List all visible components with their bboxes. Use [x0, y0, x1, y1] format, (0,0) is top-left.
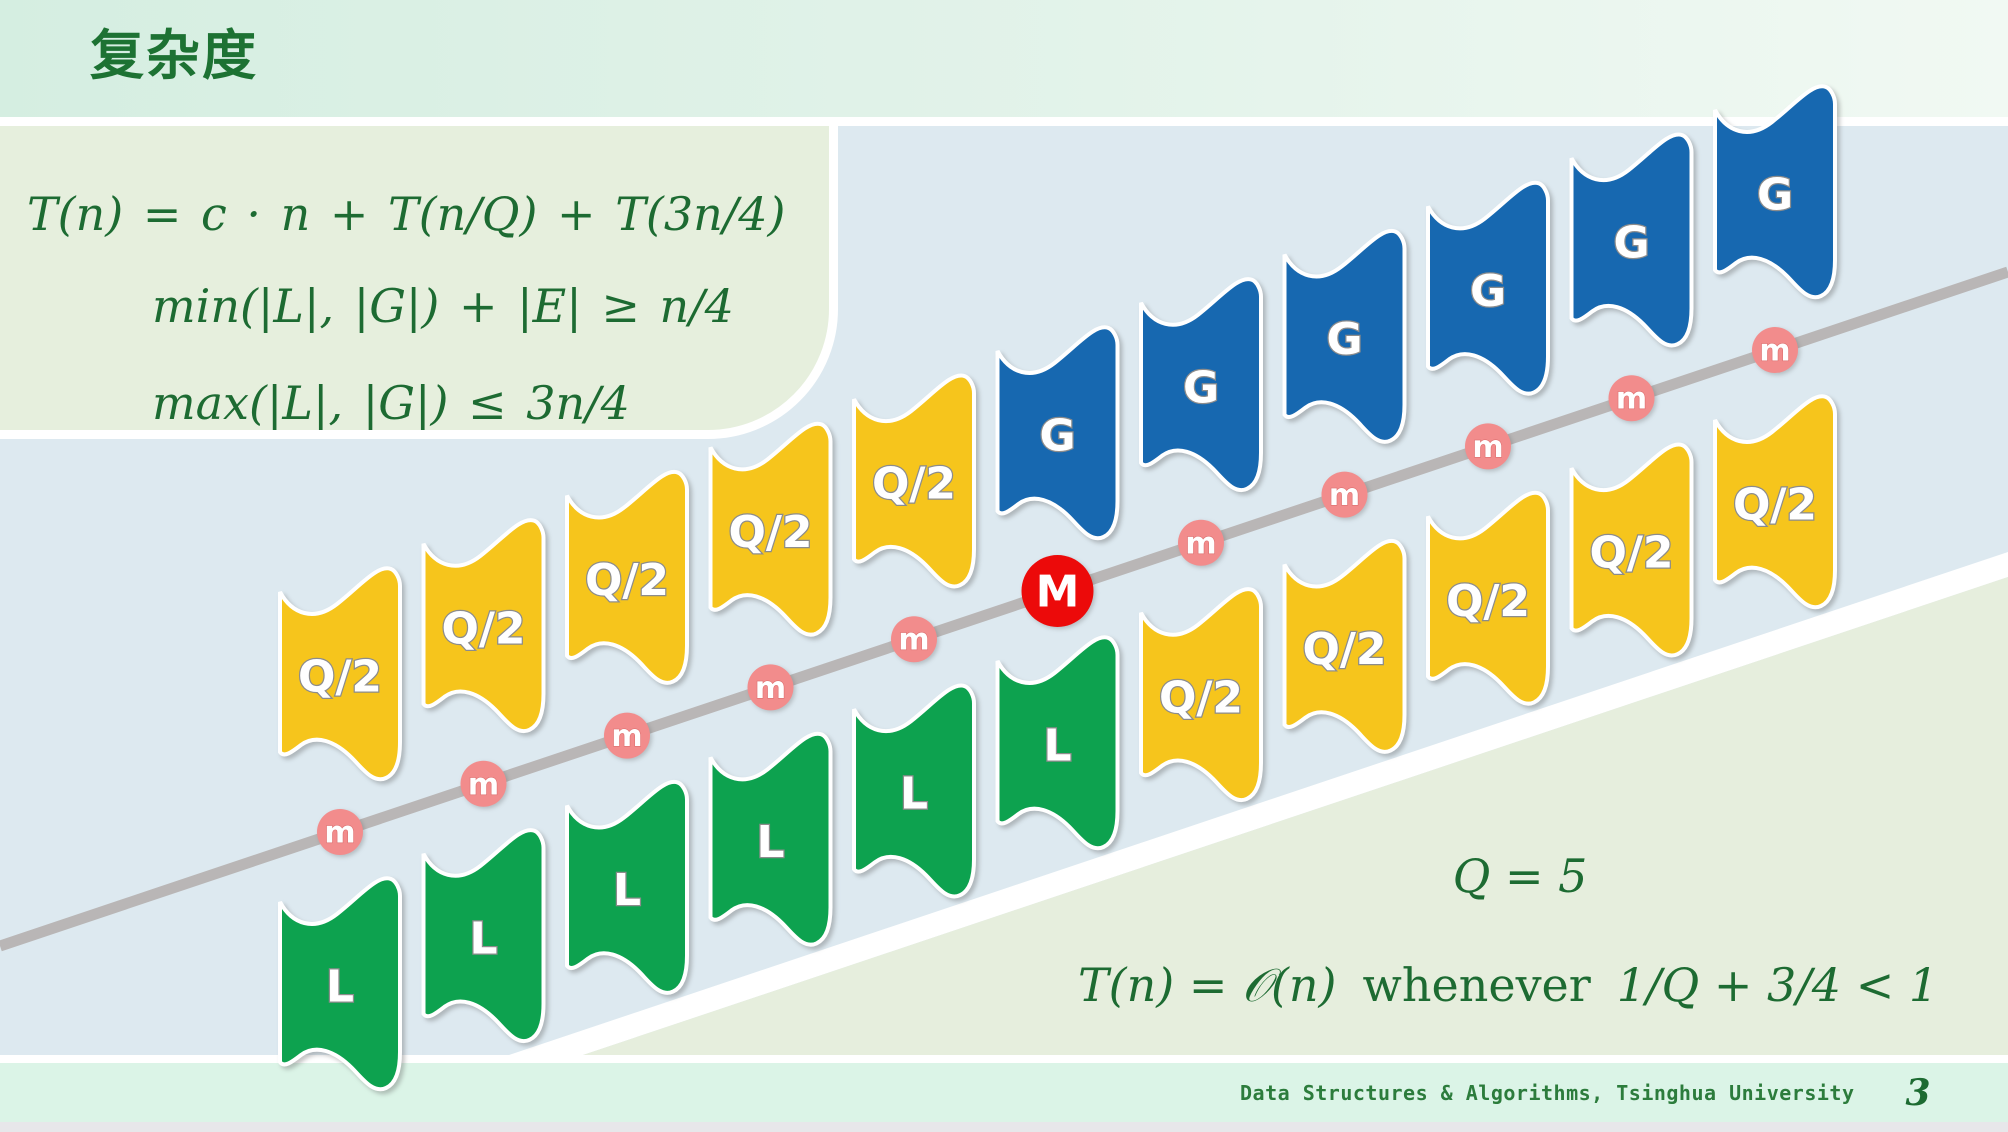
min-constraint-formula: min(|L|, |G|) + |E| ≥ n/4 [152, 279, 734, 333]
bottom-edge-strip [0, 1122, 2008, 1132]
max-constraint-formula: max(|L|, |G|) ≤ 3n/4 [152, 376, 630, 430]
footer-course-label: Data Structures & Algorithms, Tsinghua U… [1240, 1080, 1855, 1105]
conclusion-formula: T(n) = 𝒪(n) whenever 1/Q + 3/4 < 1 [1078, 956, 1938, 1014]
q-value-formula: Q = 5 [1452, 849, 1588, 903]
page-title: 复杂度 [90, 26, 258, 86]
conclusion-connector: whenever [1362, 958, 1591, 1012]
footer-bar: Data Structures & Algorithms, Tsinghua U… [0, 1063, 2008, 1122]
conclusion-rhs: 1/Q + 3/4 < 1 [1616, 958, 1939, 1012]
formula-panel: T(n) = c · n + T(n/Q) + T(3n/4) min(|L|,… [0, 117, 838, 439]
conclusion-lhs: T(n) = 𝒪(n) [1078, 958, 1337, 1012]
header-band [0, 0, 2008, 117]
recurrence-formula: T(n) = c · n + T(n/Q) + T(3n/4) [27, 187, 786, 241]
page-number: 3 [1905, 1071, 1931, 1114]
